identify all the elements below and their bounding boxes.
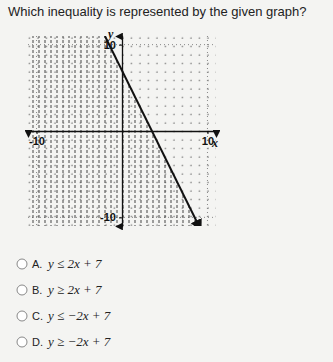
option-letter: A. [32,258,42,270]
plot-background [28,36,216,226]
question: Which inequality is represented by the g… [8,4,306,19]
tick-mark [207,131,208,134]
option-letter: B. [32,284,42,296]
tick-mark [119,45,122,46]
radio-button[interactable] [17,285,27,295]
option[interactable]: C.y ≤ −2x + 7 [17,308,111,323]
option-text: y ≥ 2x + 7 [46,282,102,297]
grid [28,36,216,226]
option[interactable]: B. y ≥ 2x + 7 [17,282,102,297]
tick: -10 [29,131,45,147]
radio-button[interactable] [17,311,27,321]
radio-button[interactable] [17,259,27,269]
axis-title: y [106,27,114,41]
tick-label: -10 [29,135,45,147]
option-letter: C. [32,310,43,322]
option-text: y ≥ −2x + 7 [46,334,111,349]
tick-mark [37,131,38,134]
option[interactable]: D.y ≥ −2x + 7 [17,334,111,349]
radio-button[interactable] [17,337,27,347]
option-text: y ≤ 2x + 7 [46,256,102,271]
axis-line [119,37,123,227]
y-axis: -1010 [100,37,122,227]
axis-title: x [211,136,218,150]
option-text: y ≤ −2x + 7 [46,308,111,323]
tick-mark [119,217,122,218]
option-letter: D. [32,336,43,348]
option[interactable]: A. y ≤ 2x + 7 [17,256,102,271]
tick: -10 [100,211,122,223]
page: Which inequality is represented by the g… [0,0,333,362]
tick-label: -10 [100,211,116,223]
